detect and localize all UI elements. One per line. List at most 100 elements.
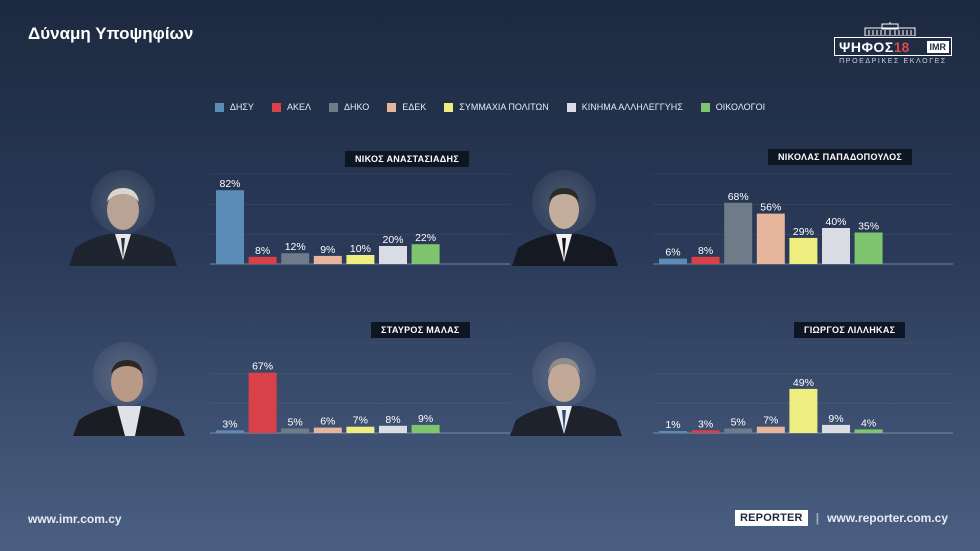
legend-item: ΣΥΜΜΑΧΙΑ ΠΟΛΙΤΩΝ [444, 102, 549, 112]
candidate-photo [510, 340, 622, 436]
bar-value-label: 9% [320, 244, 335, 256]
legend-label: ΑΚΕΛ [286, 102, 311, 112]
bar-chart: 6% 8% 68% 56% 29% 40% 35% [653, 173, 953, 265]
candidate-panel: ΣΤΑΥΡΟΣ ΜΑΛΑΣ 3% 67% 5% 6% 7% 8% 9% [65, 320, 510, 470]
logo-word: ΨΗΦΟΣ [839, 38, 894, 55]
bar [281, 428, 310, 433]
bar [216, 430, 244, 433]
candidate-name: ΝΙΚΟΣ ΑΝΑΣΤΑΣΙΑΔΗΣ [345, 151, 470, 167]
legend-swatch [444, 102, 454, 112]
person-icon [510, 358, 622, 436]
bar-value-label: 6% [665, 247, 680, 259]
person-icon [73, 360, 185, 436]
bar-value-label: 49% [793, 377, 814, 389]
bar [346, 426, 375, 433]
bar [756, 426, 785, 433]
page-title: Δύναμη Υποψηφίων [28, 24, 194, 43]
candidate-photo [69, 170, 177, 266]
bar-value-label: 20% [382, 234, 403, 246]
bar-value-label: 68% [728, 191, 749, 203]
bar-chart: 1% 3% 5% 7% 49% 9% 4% [653, 342, 953, 434]
bar-value-label: 7% [353, 415, 368, 427]
bar [822, 228, 850, 264]
bar [346, 255, 375, 264]
bar [756, 213, 785, 264]
bar-value-label: 12% [285, 241, 306, 253]
legend-label: ΟΙΚΟΛΟΓΟΙ [715, 102, 766, 112]
legend-swatch [566, 102, 576, 112]
legend-item: ΔΗΣΥ [214, 102, 254, 112]
footer-reporter-url[interactable]: www.reporter.com.cy [827, 511, 948, 525]
bar-value-label: 35% [858, 221, 879, 233]
footer-imr-url[interactable]: www.imr.com.cy [28, 512, 122, 526]
bar-chart: 82% 8% 12% 9% 10% 20% 22% [210, 173, 510, 265]
bar-value-label: 9% [418, 413, 433, 425]
bar-value-label: 22% [415, 232, 436, 244]
bar [313, 255, 342, 264]
bar-value-label: 40% [825, 216, 846, 228]
bar [248, 372, 277, 433]
legend-label: ΣΥΜΜΑΧΙΑ ΠΟΛΙΤΩΝ [459, 102, 549, 112]
bar [411, 424, 440, 433]
bar [854, 429, 883, 433]
bar [281, 253, 310, 264]
bar [248, 256, 277, 264]
reporter-logo: REPORTER [734, 510, 808, 526]
bar-value-label: 9% [828, 413, 843, 425]
bar-value-label: 5% [288, 417, 303, 429]
bar [789, 388, 818, 433]
bar-value-label: 3% [222, 418, 237, 430]
bar [659, 258, 687, 264]
bar [379, 425, 407, 433]
legend-item: ΕΔΕΚ [387, 102, 426, 112]
person-icon [69, 188, 177, 266]
bar-value-label: 29% [793, 226, 814, 238]
legend-swatch [328, 102, 338, 112]
bar [822, 424, 850, 433]
bar-chart: 3% 67% 5% 6% 7% 8% 9% [210, 342, 510, 434]
bar [313, 427, 342, 433]
bar [724, 202, 753, 264]
logo-subtitle: ΠΡΟΕΔΡΙΚΕΣ ΕΚΛΟΓΕΣ [839, 58, 947, 65]
bar-value-label: 7% [763, 415, 778, 427]
psifos18-logo: ΨΗΦΟΣ 18 IMR ΠΡΟΕΔΡΙΚΕΣ ΕΚΛΟΓΕΣ [834, 22, 954, 68]
logo-number: 18 [893, 38, 910, 55]
candidate-name: ΝΙΚΟΛΑΣ ΠΑΠΑΔΟΠΟΥΛΟΣ [768, 149, 913, 165]
legend-swatch [214, 102, 224, 112]
parliament-building-icon [864, 22, 916, 36]
candidate-panel: ΓΙΩΡΓΟΣ ΛΙΛΛΗΚΑΣ 1% 3% 5% 7% 49% 9% 4% [508, 320, 953, 470]
bar [379, 246, 407, 264]
person-icon [512, 188, 618, 266]
bar [659, 431, 687, 433]
bar-value-label: 8% [385, 414, 400, 426]
legend-label: ΚΙΝΗΜΑ ΑΛΛΗΛΕΓΓΥΗΣ [581, 102, 683, 112]
legend-label: ΔΗΣΥ [229, 102, 254, 112]
legend-swatch [271, 102, 281, 112]
legend: ΔΗΣΥ ΑΚΕΛ ΔΗΚΟ ΕΔΕΚ ΣΥΜΜΑΧΙΑ ΠΟΛΙΤΩΝ ΚΙΝ… [0, 102, 980, 112]
logo-main: ΨΗΦΟΣ 18 IMR [834, 37, 952, 56]
imr-badge: IMR [926, 40, 949, 53]
bar [691, 256, 720, 264]
bar-value-label: 8% [698, 245, 713, 257]
bar [724, 428, 753, 433]
candidate-photo [512, 170, 620, 266]
candidate-photo [73, 340, 185, 436]
legend-swatch [387, 102, 397, 112]
candidate-panel: ΝΙΚΟΣ ΑΝΑΣΤΑΣΙΑΔΗΣ 82% 8% 12% 9% 10% 20% 22% [65, 148, 510, 298]
bar-value-label: 4% [861, 417, 876, 429]
legend-item: ΚΙΝΗΜΑ ΑΛΛΗΛΕΓΓΥΗΣ [566, 102, 683, 112]
footer-right: REPORTER | www.reporter.com.cy [734, 510, 948, 526]
bar [789, 237, 818, 264]
bar-value-label: 6% [320, 416, 335, 428]
bar-value-label: 8% [255, 245, 270, 257]
legend-label: ΕΔΕΚ [402, 102, 427, 112]
bar-value-label: 67% [252, 361, 273, 373]
bar [411, 244, 440, 264]
legend-label: ΔΗΚΟ [343, 102, 370, 112]
bar-value-label: 56% [760, 202, 781, 214]
legend-item: ΟΙΚΟΛΟΓΟΙ [700, 102, 766, 112]
bar [216, 190, 244, 264]
legend-item: ΔΗΚΟ [328, 102, 370, 112]
bar-value-label: 1% [665, 419, 680, 431]
bar-value-label: 82% [219, 178, 240, 190]
